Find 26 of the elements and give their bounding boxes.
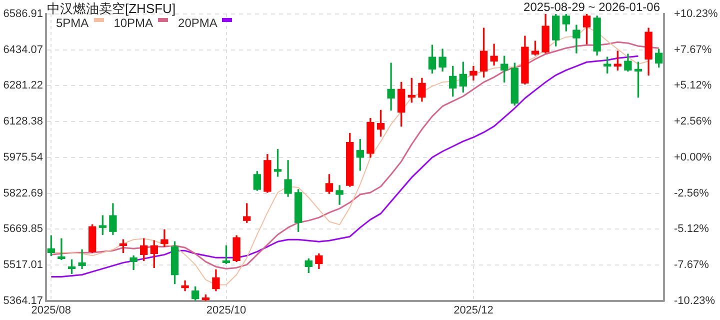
- x-tick-label: 2025/10: [206, 304, 246, 316]
- y-tick-label: 6434.07: [3, 44, 43, 56]
- legend-label: 10PMA: [114, 16, 154, 30]
- y-tick-label: 6586.91: [3, 8, 43, 20]
- x-tick-label: 2025/08: [31, 304, 72, 316]
- legend-label: 20PMA: [178, 16, 218, 30]
- y2-tick-label: -10.23%: [674, 294, 716, 307]
- y2-tick-label: +2.56%: [674, 116, 712, 128]
- legend-label: 5PMA: [56, 16, 89, 30]
- y2-tick-label: +0.00%: [674, 151, 712, 164]
- y-tick-label: 6128.38: [3, 116, 43, 128]
- y2-tick-label: +10.23%: [674, 8, 718, 20]
- y-tick-label: 5669.85: [3, 223, 43, 236]
- y2-tick-label: +5.12%: [674, 80, 712, 92]
- y-tick-label: 5517.01: [3, 258, 43, 271]
- y2-tick-label: -5.12%: [674, 223, 710, 236]
- y-tick-label: 6281.22: [3, 80, 43, 92]
- chart-title: 中汉燃油卖空[ZHSFU]: [47, 0, 176, 18]
- y2-tick-label: -7.67%: [674, 258, 710, 271]
- y-tick-label: 5364.17: [3, 294, 43, 307]
- y2-tick-label: +7.67%: [674, 44, 712, 56]
- y2-tick-label: -2.56%: [674, 187, 710, 200]
- y-tick-label: 5822.69: [3, 187, 43, 200]
- y-tick-label: 5975.54: [3, 151, 43, 164]
- x-tick-label: 2025/12: [454, 304, 494, 316]
- chart-subtitle: 2025-08-29 ~ 2026-01-06: [524, 0, 660, 14]
